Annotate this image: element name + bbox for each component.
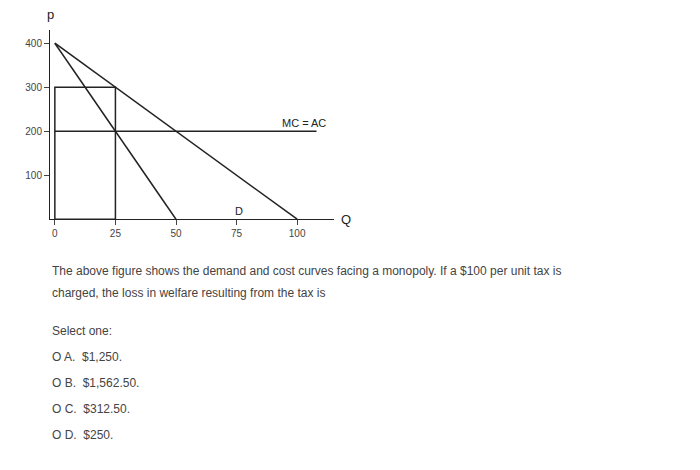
svg-text:O C. $312.50.: O C. $312.50.: [52, 402, 130, 416]
svg-text:300: 300: [25, 82, 42, 93]
svg-text:O A. $1,250.: O A. $1,250.: [52, 350, 122, 364]
svg-text:charged, the loss in welfare r: charged, the loss in welfare resulting f…: [52, 286, 325, 300]
svg-text:The above figure shows the dem: The above figure shows the demand and co…: [52, 264, 561, 278]
svg-text:75: 75: [231, 228, 243, 239]
svg-text:100: 100: [25, 170, 42, 181]
svg-text:MC = AC: MC = AC: [282, 117, 326, 129]
svg-text:0: 0: [52, 228, 58, 239]
svg-text:D: D: [235, 205, 243, 217]
svg-text:25: 25: [110, 228, 122, 239]
svg-text:200: 200: [25, 126, 42, 137]
svg-text:p: p: [47, 7, 54, 22]
svg-text:400: 400: [25, 38, 42, 49]
svg-text:100: 100: [289, 228, 306, 239]
svg-text:Q: Q: [341, 212, 351, 227]
svg-text:Select one:: Select one:: [52, 324, 112, 338]
svg-text:O D. $250.: O D. $250.: [52, 428, 113, 442]
svg-text:50: 50: [170, 228, 182, 239]
svg-text:O B. $1,562.50.: O B. $1,562.50.: [52, 376, 139, 390]
